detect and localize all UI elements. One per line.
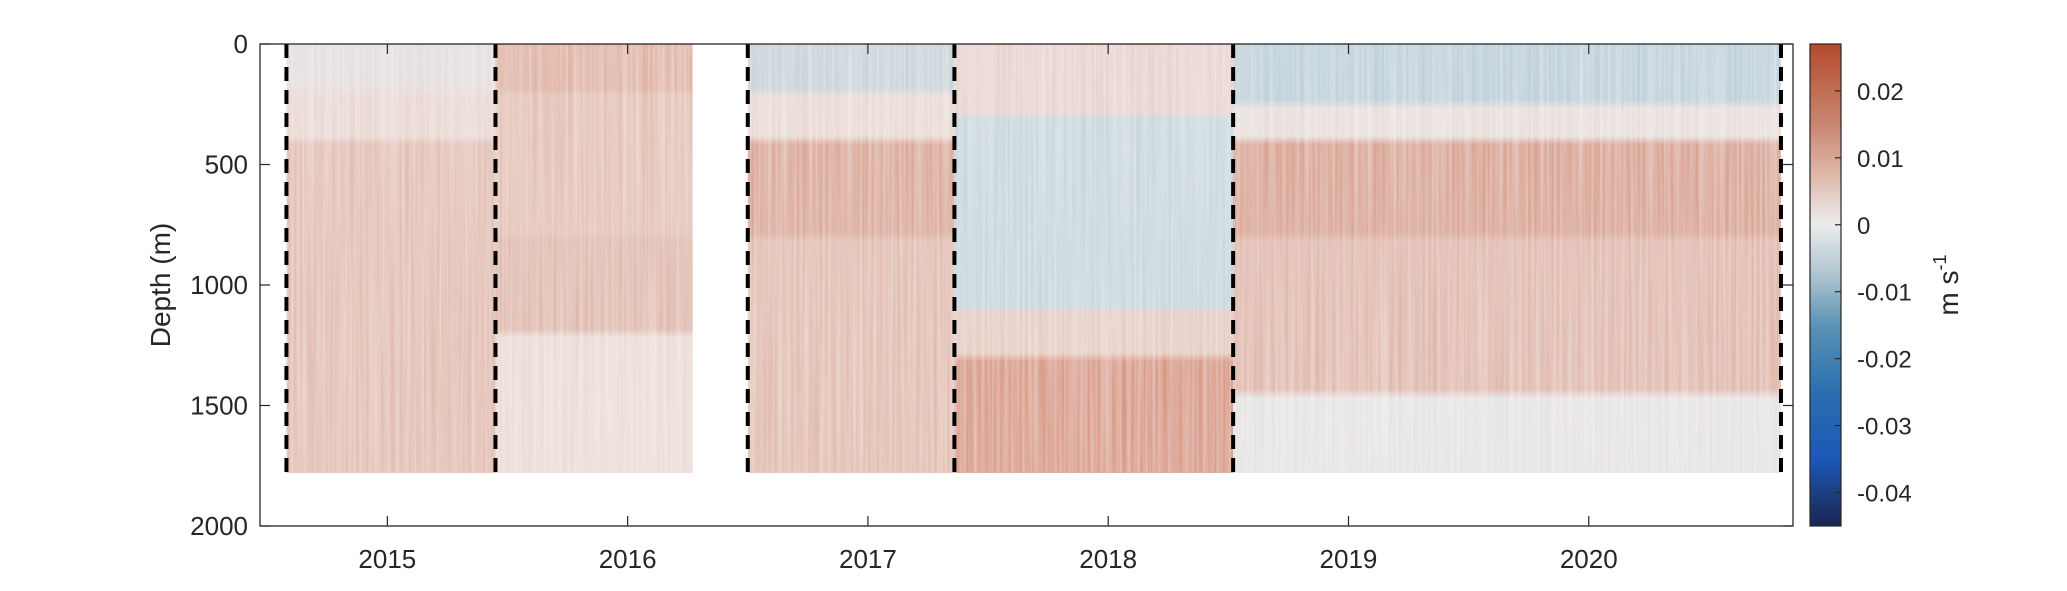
colorbar-gradient: [1809, 43, 1842, 527]
colorbar-tick-label-5: -0.03: [1857, 414, 1912, 441]
heatmap-segment-3: [747, 44, 955, 473]
plot-area: 0 500 1000 1500 2000 2015 2016 2017 2018 2019 202…: [190, 29, 1794, 574]
heatmap-segment-2: [495, 44, 693, 473]
colorbar-unit: m s: [1933, 270, 1964, 315]
y-axis: 0 500 1000 1500 2000: [190, 29, 1793, 541]
colorbar-ticks: 0.02 0.01 0 -0.01 -0.02 -0.03 -0.04: [1835, 79, 1912, 508]
y-axis-label: Depth (m): [145, 223, 176, 347]
colorbar-tick-label-6: -0.04: [1857, 481, 1912, 508]
colorbar-tick-label-3: -0.01: [1857, 280, 1912, 307]
x-tick-label-2019: 2019: [1320, 544, 1378, 574]
colorbar-tick-label-2: 0: [1857, 213, 1870, 240]
colorbar-unit-exponent: -1: [1930, 254, 1950, 270]
colorbar: 0.02 0.01 0 -0.01 -0.02 -0.03 -0.04 m s-1: [1809, 43, 1964, 527]
y-tick-label-500: 500: [205, 150, 248, 180]
segment-boundary-lines: [284, 44, 1783, 473]
colorbar-tick-label-0: 0.02: [1857, 79, 1904, 106]
x-tick-label-2017: 2017: [839, 544, 897, 574]
heatmap-segment-4: [954, 44, 1234, 473]
x-tick-label-2016: 2016: [599, 544, 657, 574]
x-axis: 2015 2016 2017 2018 2019 2020: [358, 44, 1618, 574]
x-tick-label-2015: 2015: [358, 544, 416, 574]
x-tick-label-2020: 2020: [1560, 544, 1618, 574]
y-tick-label-0: 0: [234, 29, 248, 59]
colorbar-tick-label-4: -0.02: [1857, 347, 1912, 374]
colorbar-tick-label-1: 0.01: [1857, 146, 1904, 173]
x-tick-label-2018: 2018: [1079, 544, 1137, 574]
heatmap-segments: [286, 44, 1781, 473]
y-tick-label-2000: 2000: [190, 511, 248, 541]
y-tick-label-1000: 1000: [190, 270, 248, 300]
y-tick-label-1500: 1500: [190, 391, 248, 421]
heatmap-segment-5: [1233, 44, 1781, 473]
heatmap-segment-1: [286, 44, 496, 473]
colorbar-label: m s-1: [1930, 254, 1964, 315]
